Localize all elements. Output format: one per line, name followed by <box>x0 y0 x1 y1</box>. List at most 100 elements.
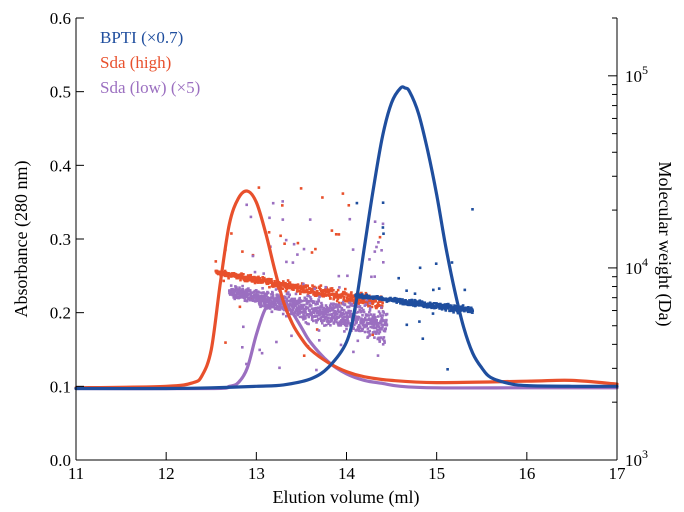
sda-low-mw-point <box>269 304 272 307</box>
sda-low-mw-point <box>318 310 322 314</box>
bpti-mw-point <box>465 307 468 310</box>
sda-low-mw-point <box>351 304 354 307</box>
bpti-mw-point <box>432 288 435 292</box>
sda-low-mw-point <box>263 292 266 296</box>
sda-low-mw-point <box>308 300 311 303</box>
sda-low-mw-point <box>373 336 376 339</box>
sda-low-mw-point <box>373 313 376 316</box>
sda-low-mw-point <box>255 289 258 292</box>
sda-low-mw-point <box>277 305 280 309</box>
sda-low-mw-point <box>354 319 357 323</box>
sda-high-mw-point <box>349 294 352 297</box>
sda-low-mw-point <box>309 299 313 303</box>
sda-high-mw-point <box>246 274 250 277</box>
sda-low-mw-point <box>385 323 389 327</box>
sda-low-mw-point <box>373 250 377 253</box>
sda-low-mw-point <box>366 335 370 339</box>
sda-high-mw-point <box>272 285 275 288</box>
sda-low-mw-point <box>329 324 332 327</box>
sda-low-mw-point <box>233 297 236 301</box>
sda-low-mw-point <box>271 294 275 297</box>
sda-low-mw-point <box>343 323 347 327</box>
sda-low-mw-point <box>250 291 254 294</box>
bpti-mw-point <box>432 302 436 305</box>
sda-low-mw-point <box>346 317 349 321</box>
sda-low-mw-point <box>243 299 247 302</box>
sda-high-mw-point <box>352 299 355 302</box>
x-tick-label: 14 <box>338 464 356 483</box>
sda-low-mw-point <box>332 322 336 325</box>
y-left-tick-label: 0.6 <box>50 9 71 28</box>
sda-low-mw-point <box>318 308 322 312</box>
sda-low-mw-point <box>292 242 296 246</box>
sda-low-mw-point <box>258 297 262 300</box>
sda-high-mw-point <box>302 354 306 357</box>
sda-low-mw-point <box>312 300 316 303</box>
sda-low-mw-point <box>303 299 306 302</box>
sda-low-mw-point <box>368 306 372 310</box>
sda-low-mw-point <box>249 215 253 219</box>
bpti-mw-point <box>443 307 447 311</box>
bpti-mw-point <box>455 305 458 308</box>
sda-low-mw-point <box>336 306 339 309</box>
sda-low-mw-point <box>364 316 367 320</box>
sda-low-mw-point <box>307 322 310 326</box>
sda-low-mw-point <box>381 338 385 341</box>
sda-high-mw-point <box>345 299 349 303</box>
sda-low-mw-point <box>357 315 361 319</box>
sda-high-mw-point <box>296 287 299 291</box>
sda-low-mw-point <box>330 318 334 322</box>
sda-low-mw-point <box>324 311 327 314</box>
sda-low-mw-point <box>245 290 249 294</box>
sda-low-mw-point <box>306 306 310 310</box>
y-axis-left-title: Absorbance (280 nm) <box>11 161 32 318</box>
sda-high-mw-point <box>348 300 352 303</box>
sda-high-mw-point <box>230 272 234 275</box>
sda-low-mw-point <box>260 304 264 308</box>
sda-low-mw-point <box>270 310 274 313</box>
sda-low-mw-point <box>381 325 384 329</box>
sda-low-mw-point <box>246 294 249 298</box>
sda-low-mw-point <box>238 286 241 289</box>
sda-low-mw-point <box>299 299 302 302</box>
bpti-mw-point <box>395 301 398 304</box>
sda-low-mw-point <box>334 305 338 309</box>
sda-low-mw-point <box>357 326 360 330</box>
sda-high-mw-point <box>319 284 323 287</box>
sda-low-mw-point <box>318 295 321 299</box>
sda-low-mw-point <box>241 288 245 291</box>
sda-low-mw-point <box>360 319 363 323</box>
sda-low-mw-point <box>304 307 308 311</box>
bpti-mw-point <box>443 305 446 309</box>
sda-low-mw-point <box>245 299 249 302</box>
sda-low-mw-point <box>309 296 312 299</box>
sda-high-mw-point <box>267 231 271 234</box>
sda-low-mw-point <box>312 319 315 323</box>
sda-low-mw-point <box>308 303 311 306</box>
sda-high-mw-point <box>337 233 341 236</box>
sda-high-mw-point <box>296 241 300 245</box>
sda-high-mw-point <box>326 290 329 294</box>
y-ticks-right: 103 104 105 <box>608 17 648 470</box>
sda-low-mw-point <box>358 308 361 312</box>
sda-low-mw-point <box>356 339 360 343</box>
sda-high-mw-point <box>341 295 344 298</box>
sda-low-mw-point <box>373 220 377 223</box>
sda-low-mw-point <box>264 299 268 302</box>
sda-low-mw-point <box>289 302 292 305</box>
sda-high-mw-point <box>257 186 261 189</box>
sda-low-mw-point <box>324 312 327 316</box>
sda-low-mw-point <box>259 299 263 302</box>
sda-low-mw-point <box>375 330 379 334</box>
sda-low-mw-point <box>368 333 372 336</box>
sda-low-mw-point <box>320 303 324 307</box>
x-tick-label: 13 <box>248 464 265 483</box>
sda-high-mw-point <box>378 304 381 307</box>
sda-low-mw-point <box>317 317 320 321</box>
sda-low-mw-point <box>382 311 385 314</box>
sda-low-mw-point <box>379 336 383 339</box>
sda-low-mw-point <box>376 315 380 318</box>
sda-low-mw-point <box>383 339 386 343</box>
sda-low-mw-point <box>320 315 323 319</box>
sda-low-mw-point <box>331 313 334 316</box>
